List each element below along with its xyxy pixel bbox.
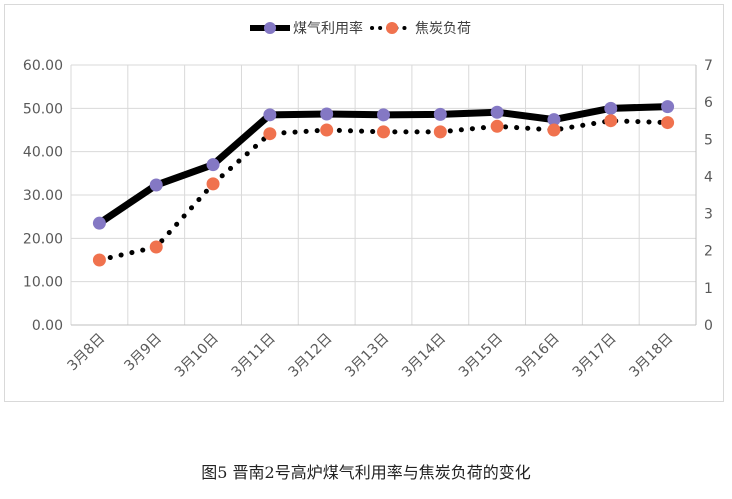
x-tick-label: 3月10日 xyxy=(172,331,222,381)
gas-utilization-point xyxy=(377,108,390,122)
gas-utilization-point xyxy=(206,158,220,172)
x-tick-label: 3月16日 xyxy=(513,331,563,381)
right-tick-label: 3 xyxy=(704,207,713,223)
coke-load-point xyxy=(661,116,675,130)
gas-utilization-point xyxy=(149,178,163,192)
x-tick-label: 3月11日 xyxy=(229,331,279,381)
coke-load-point xyxy=(149,240,163,254)
gas-utilization-point xyxy=(263,108,277,122)
axes xyxy=(71,65,697,326)
x-tick-label: 3月8日 xyxy=(65,331,109,375)
legend-marker-gas xyxy=(264,22,276,34)
x-axis-ticks: 3月8日 3月9日 3月10日 3月11日 3月12日 3月13日 3月14日 3月15日 3月… xyxy=(65,331,677,381)
x-tick-label: 3月17日 xyxy=(570,331,620,381)
coke-load-point xyxy=(604,114,618,128)
gas-utilization-point xyxy=(320,107,334,121)
chart: 0.00 10.00 20.00 30.00 40.00 50.00 60.00 0 1 2 3 4… xyxy=(23,20,713,381)
coke-load-point xyxy=(490,119,504,133)
x-tick-label: 3月14日 xyxy=(399,331,449,381)
legend-marker-coke xyxy=(386,22,398,34)
gas-utilization-point xyxy=(661,100,675,114)
gas-utilization-point xyxy=(490,105,504,119)
coke-load-point xyxy=(547,123,561,137)
left-tick-label: 50.00 xyxy=(23,101,63,117)
left-tick-label: 40.00 xyxy=(23,145,63,161)
legend-label-coke: 焦炭负荷 xyxy=(415,21,471,37)
right-tick-label: 5 xyxy=(704,132,713,148)
left-axis-ticks: 0.00 10.00 20.00 30.00 40.00 50.00 60.00 xyxy=(23,58,63,334)
left-tick-label: 20.00 xyxy=(23,231,63,247)
x-tick-label: 3月15日 xyxy=(456,331,506,381)
gridlines xyxy=(70,64,697,325)
legend: 煤气利用率 焦炭负荷 xyxy=(250,20,471,37)
left-tick-label: 60.00 xyxy=(23,58,63,74)
coke-load-point xyxy=(92,253,106,267)
gas-utilization-point xyxy=(547,113,561,127)
gas-utilization-point xyxy=(92,216,106,230)
coke-load-point xyxy=(320,123,334,137)
coke-load-point xyxy=(206,177,220,191)
series-layer xyxy=(92,100,675,267)
right-tick-label: 4 xyxy=(704,169,713,185)
x-tick-label: 3月13日 xyxy=(342,331,392,381)
right-tick-label: 6 xyxy=(704,95,713,111)
left-tick-label: 0.00 xyxy=(32,318,63,334)
right-tick-label: 2 xyxy=(704,244,713,260)
figure-caption: 图5 晋南2号高炉煤气利用率与焦炭负荷的变化 xyxy=(201,463,531,482)
right-axis-ticks: 0 1 2 3 4 5 6 7 xyxy=(704,58,713,334)
gas-utilization-point xyxy=(433,107,447,121)
legend-label-gas: 煤气利用率 xyxy=(293,20,363,37)
right-tick-label: 1 xyxy=(704,281,713,297)
coke-load-point xyxy=(377,125,390,139)
gas-utilization-point xyxy=(604,101,618,115)
left-tick-label: 10.00 xyxy=(23,275,63,291)
right-tick-label: 7 xyxy=(704,58,713,74)
right-tick-label: 0 xyxy=(704,318,713,334)
x-tick-label: 3月18日 xyxy=(626,331,676,381)
x-tick-label: 3月12日 xyxy=(285,331,335,381)
x-tick-label: 3月9日 xyxy=(121,331,165,375)
left-tick-label: 30.00 xyxy=(23,188,63,204)
coke-load-point xyxy=(263,127,277,141)
coke-load-point xyxy=(433,125,447,139)
